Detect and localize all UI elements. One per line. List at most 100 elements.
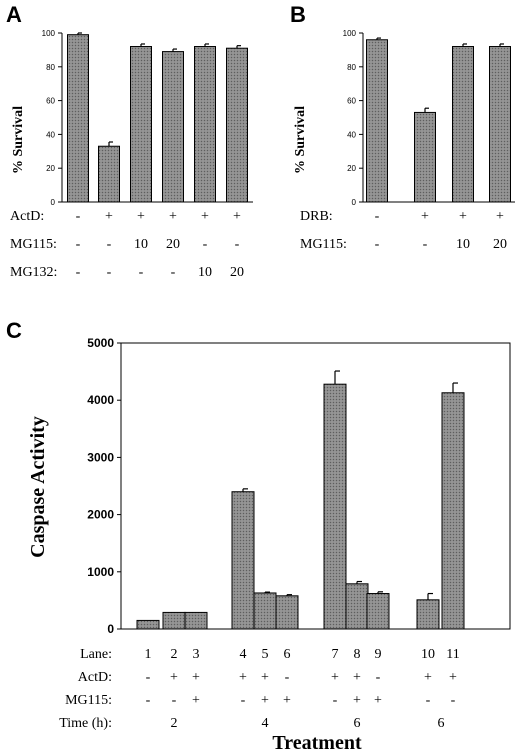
panel-c-row-cell: 2 [171,647,178,662]
panel-c-bar-11 [441,392,465,630]
panel-b-ytick-label: 80 [347,63,356,72]
panel-b-ytick-label: 0 [352,198,357,207]
panel-c-row-cell: - [451,693,456,708]
panel-c-bar-9 [366,593,390,630]
panel-a-ytick-label: 0 [51,198,56,207]
panel-c-row-cell: + [424,670,432,685]
panel-c-row-label: ActD: [78,670,112,685]
panel-c-bar-5 [253,592,277,630]
panel-a-row-cell: - [76,265,81,280]
panel-c-row-cell: - [285,670,290,685]
panel-c-row-cell: + [374,693,382,708]
panel-c-row-cell: - [172,693,177,708]
panel-a-row-cell: + [201,209,209,224]
panel-b-row-cell: - [375,237,380,252]
panel-a-row-cell: - [139,265,144,280]
panel-c-row-cell: + [261,670,269,685]
panel-b-bar-3 [452,46,474,203]
panel-a-row-cell: + [169,209,177,224]
panel-b-bar-4 [489,46,511,203]
panel-letter-b: B [290,2,306,27]
panel-c-row-cell: - [146,670,151,685]
panel-a-bar-6 [226,47,248,203]
panel-c-bar-2 [162,611,186,630]
panel-c-row-cell: 11 [446,647,459,662]
panel-letter-a: A [6,2,22,27]
panel-c-row-cell: 3 [193,647,200,662]
panel-a-ylabel: % Survival [11,106,26,174]
panel-c-bar-7 [323,383,347,630]
panel-c-row-label: Time (h): [59,716,112,731]
panel-a-row-label: ActD: [10,209,44,224]
panel-a-bar-4 [162,51,184,203]
panel-c-row-cell: 6 [284,647,291,662]
panel-c-row-cell: - [426,693,431,708]
panel-c-time-group: 6 [438,716,445,731]
panel-c-bar-1 [136,619,160,630]
panel-b-bar-1 [366,39,388,203]
panel-c-ytick-label: 1000 [87,565,114,579]
panel-c-row-label: Lane: [80,647,112,662]
panel-a-row-cell: 20 [230,265,244,280]
panel-a-row-cell: 20 [166,237,180,252]
panel-b-ylabel: % Survival [293,106,308,174]
panel-c-xlabel: Treatment [272,732,362,754]
panel-b-row-label: DRB: [300,209,333,224]
panel-c-row-cell: 5 [262,647,269,662]
panel-a-row-cell: 10 [134,237,148,252]
panel-b-row-cell: - [423,237,428,252]
panel-c-bar-4 [231,491,255,630]
panel-b-row-cell: 20 [493,237,507,252]
panel-a-row-cell: - [203,237,208,252]
panel-a-row-cell: + [233,209,241,224]
panel-c-row-cell: 8 [354,647,361,662]
panel-c-row-cell: 1 [145,647,152,662]
panel-c-row-cell: 4 [240,647,247,662]
panel-a-bar-1 [67,34,89,203]
panel-c-time-group: 2 [171,716,178,731]
panel-c-row-cell: + [353,693,361,708]
panel-b-ytick-label: 100 [343,29,357,38]
panel-a-row-label: MG132: [10,265,57,280]
panel-c-chart: Caspase Activity 0 1000 2000 3000 4000 5000 L… [27,336,511,754]
panel-c-row-cell: + [353,670,361,685]
panel-c-bar-10 [416,599,440,630]
panel-c-ytick-label: 5000 [87,336,114,350]
panel-a-ytick-label: 60 [46,97,55,106]
panel-c-row-cell: - [241,693,246,708]
panel-c-ylabel: Caspase Activity [27,416,49,558]
panel-a-ytick-label: 20 [46,164,55,173]
panel-c-ytick-label: 3000 [87,450,114,464]
panel-c-time-group: 6 [354,716,361,731]
panel-b-row-cell: + [496,209,504,224]
panel-a-row-cell: - [171,265,176,280]
panel-a-row-cell: - [107,265,112,280]
panel-c-bar-6 [275,595,299,630]
panel-c-row-cell: + [192,693,200,708]
panel-c-ytick-label: 2000 [87,508,114,522]
panel-a-row-cell: + [137,209,145,224]
panel-b-row-label: MG115: [300,237,347,252]
panel-c-plot-frame [120,342,511,630]
panel-c-bar-8 [345,583,369,630]
panel-c-row-cell: + [261,693,269,708]
panel-b-row-cell: - [375,209,380,224]
panel-c-row-cell: + [239,670,247,685]
panel-a-row-cell: + [105,209,113,224]
panel-c-row-cell: - [333,693,338,708]
panel-a-chart: % Survival 0 20 40 60 80 100 ActD: - + + + + + MG115… [10,29,253,280]
panel-a-ytick-label: 40 [46,130,55,139]
panel-b-ytick-label: 20 [347,164,356,173]
panel-b-row-cell: 10 [456,237,470,252]
panel-c-ytick-label: 4000 [87,393,114,407]
panel-a-bar-5 [194,46,216,203]
panel-c-row-cell: - [146,693,151,708]
panel-a-bar-3 [130,46,152,203]
panel-a-ytick-label: 80 [46,63,55,72]
panel-b-bar-2 [414,111,436,203]
panel-c-row-cell: 9 [375,647,382,662]
panel-c-row-cell: + [331,670,339,685]
panel-c-time-group: 4 [262,716,269,731]
panel-letter-c: C [6,318,22,343]
